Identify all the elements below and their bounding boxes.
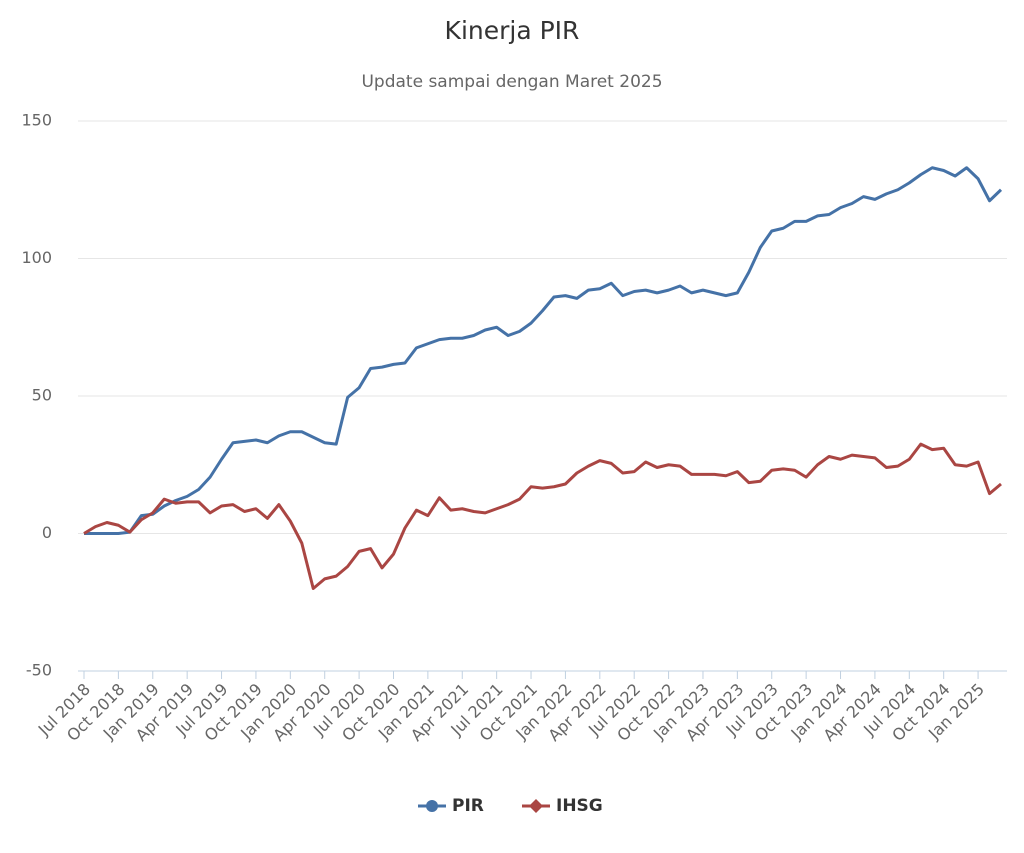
chart-title: Kinerja PIR [445,16,580,45]
legend-marker [426,800,438,812]
y-tick-label: 150 [21,111,52,130]
chart-subtitle: Update sampai dengan Maret 2025 [361,72,662,92]
legend-label: PIR [452,796,484,816]
y-tick-label: 0 [42,523,52,542]
y-tick-label: 100 [21,248,52,267]
line-series [84,166,1003,535]
y-tick-label: -50 [26,661,52,680]
line-series [83,442,1002,590]
legend-marker [529,799,543,813]
legend-label: IHSG [556,796,603,816]
y-tick-label: 50 [32,386,52,405]
